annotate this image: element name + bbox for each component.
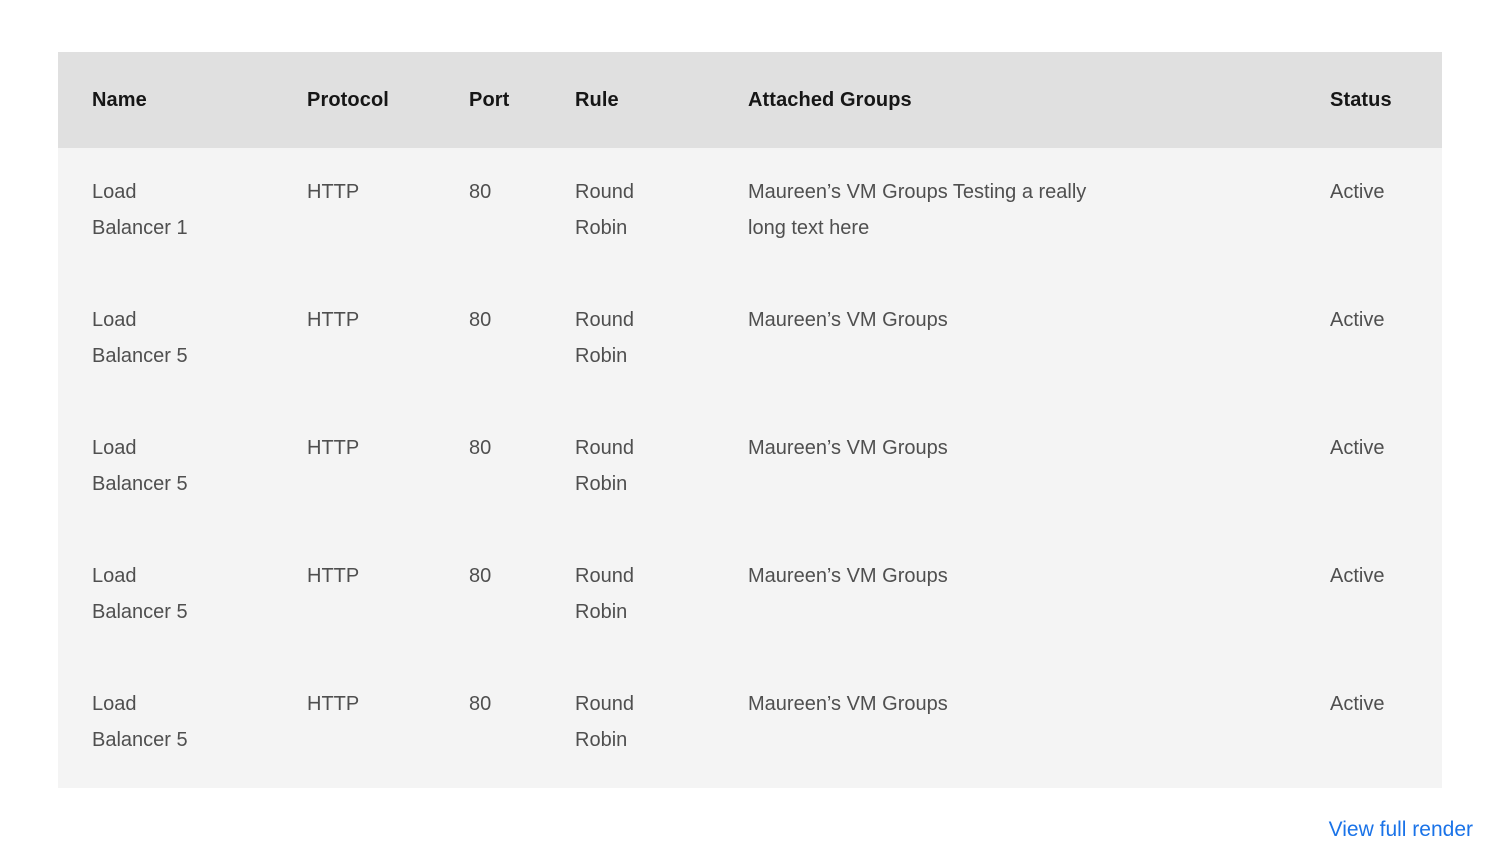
cell-status: Active bbox=[1330, 437, 1385, 459]
header-cell-protocol: Protocol bbox=[307, 88, 389, 111]
cell-rule: Round Robin bbox=[575, 565, 634, 623]
cell-status: Active bbox=[1330, 565, 1385, 587]
cell-rule: Round Robin bbox=[575, 309, 634, 367]
cell-port: 80 bbox=[469, 693, 492, 715]
table-row: Load Balancer 5 HTTP 80 Round Robin Maur… bbox=[58, 660, 1442, 788]
cell-name: Load Balancer 5 bbox=[92, 437, 188, 495]
view-full-render-link[interactable]: View full render bbox=[1328, 818, 1473, 841]
table-row: Load Balancer 5 HTTP 80 Round Robin Maur… bbox=[58, 532, 1442, 660]
table-row: Load Balancer 5 HTTP 80 Round Robin Maur… bbox=[58, 404, 1442, 532]
table-row: Load Balancer 5 HTTP 80 Round Robin Maur… bbox=[58, 276, 1442, 404]
cell-attached-groups: Maureen’s VM Groups bbox=[748, 565, 948, 587]
header-cell-status: Status bbox=[1330, 88, 1392, 111]
cell-attached-groups: Maureen’s VM Groups bbox=[748, 309, 948, 331]
table-row: Load Balancer 1 HTTP 80 Round Robin Maur… bbox=[58, 148, 1442, 276]
cell-protocol: HTTP bbox=[307, 565, 360, 587]
header-cell-attached-groups: Attached Groups bbox=[748, 88, 912, 111]
header-cell-port: Port bbox=[469, 88, 510, 111]
cell-rule: Round Robin bbox=[575, 693, 634, 751]
cell-status: Active bbox=[1330, 693, 1385, 715]
cell-protocol: HTTP bbox=[307, 181, 360, 203]
cell-port: 80 bbox=[469, 565, 492, 587]
cell-rule: Round Robin bbox=[575, 181, 634, 239]
cell-port: 80 bbox=[469, 437, 492, 459]
cell-name: Load Balancer 5 bbox=[92, 309, 188, 367]
cell-attached-groups: Maureen’s VM Groups bbox=[748, 693, 948, 715]
cell-name: Load Balancer 1 bbox=[92, 181, 188, 239]
cell-port: 80 bbox=[469, 309, 492, 331]
cell-attached-groups: Maureen’s VM Groups Testing a really lon… bbox=[748, 181, 1087, 239]
cell-protocol: HTTP bbox=[307, 437, 360, 459]
header-cell-name: Name bbox=[92, 88, 147, 111]
table-header-row: Name Protocol Port Rule Attached Groups … bbox=[58, 52, 1442, 148]
cell-attached-groups: Maureen’s VM Groups bbox=[748, 437, 948, 459]
cell-status: Active bbox=[1330, 181, 1385, 203]
cell-status: Active bbox=[1330, 309, 1385, 331]
footer-bar: View full render bbox=[0, 818, 1500, 842]
cell-name: Load Balancer 5 bbox=[92, 565, 188, 623]
cell-protocol: HTTP bbox=[307, 693, 360, 715]
cell-protocol: HTTP bbox=[307, 309, 360, 331]
cell-rule: Round Robin bbox=[575, 437, 634, 495]
load-balancers-table: Name Protocol Port Rule Attached Groups … bbox=[58, 52, 1442, 788]
header-cell-rule: Rule bbox=[575, 88, 619, 111]
cell-port: 80 bbox=[469, 181, 492, 203]
cell-name: Load Balancer 5 bbox=[92, 693, 188, 751]
